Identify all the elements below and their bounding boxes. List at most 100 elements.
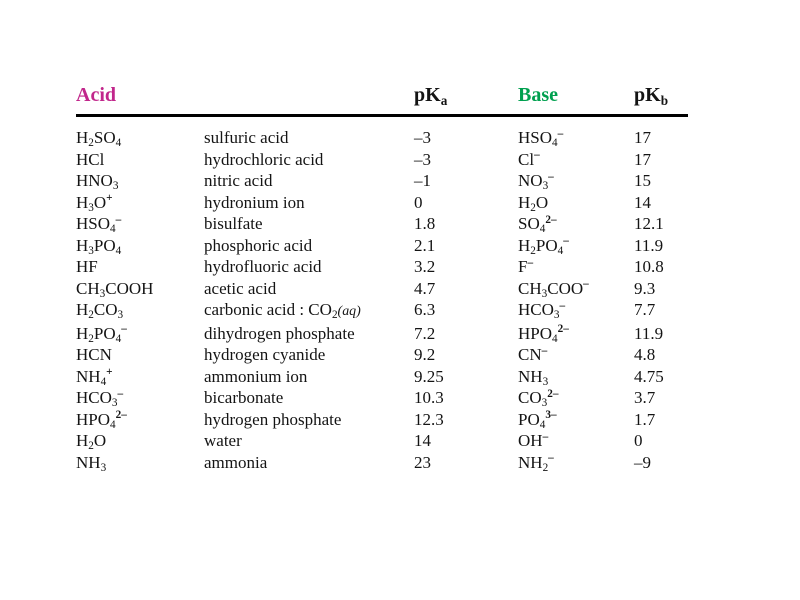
- pkb-value-cell: 1.7: [634, 409, 656, 429]
- acid-formula-cell: NH3: [76, 452, 107, 474]
- table-row: H2PO4– dihydrogen phosphate 7.2 HPO42– 11.9: [76, 323, 688, 345]
- pka-value-cell: –3: [414, 149, 431, 169]
- base-formula-cell: NH2–: [518, 452, 554, 474]
- base-formula-cell: NO3–: [518, 170, 554, 193]
- acid-name-cell: hydrogen phosphate: [204, 409, 342, 429]
- acid-formula-cell: H2SO4: [76, 128, 122, 150]
- acid-name-cell: carbonic acid : CO2(aq): [204, 300, 361, 322]
- table-row: HF hydrofluoric acid 3.2 F– 10.8: [76, 256, 688, 278]
- pkb-value-cell: 7.7: [634, 300, 656, 319]
- acid-base-table: Acid pKa Base pKb H2SO4 sulfuric acid –3 HS…: [76, 84, 688, 473]
- acid-formula-cell: H3O+: [76, 192, 113, 214]
- base-formula-cell: CO32–: [518, 387, 559, 410]
- acid-name-cell: hydrogen cyanide: [204, 345, 326, 364]
- acid-formula-cell: HPO42–: [76, 409, 127, 431]
- table-row: HNO3 nitric acid –1 NO3– 15: [76, 170, 688, 192]
- acid-name-cell: sulfuric acid: [204, 128, 289, 147]
- acid-name-cell: ammonia: [204, 452, 268, 472]
- table-header: Acid pKa Base pKb: [76, 84, 688, 117]
- base-formula-cell: Cl–: [518, 149, 540, 169]
- base-formula-cell: H2O: [518, 192, 549, 214]
- pka-value-cell: 0: [414, 192, 423, 212]
- pka-value-cell: 7.2: [414, 323, 436, 343]
- pka-value-cell: 3.2: [414, 257, 436, 276]
- pka-value-cell: 9.2: [414, 345, 436, 364]
- pkb-value-cell: 11.9: [634, 235, 664, 255]
- acid-name-cell: hydronium ion: [204, 192, 305, 212]
- acid-formula-cell: HCO3–: [76, 387, 124, 410]
- pkb-value-cell: 4.75: [634, 366, 664, 386]
- column-header-pkb: pKb: [634, 84, 688, 117]
- base-formula-cell: SO42–: [518, 213, 557, 236]
- base-formula-cell: OH–: [518, 430, 549, 450]
- acid-name-cell: dihydrogen phosphate: [204, 323, 355, 343]
- pkb-value-cell: 15: [634, 171, 651, 190]
- header-row: Acid pKa Base pKb: [76, 84, 688, 117]
- table-row: HPO42– hydrogen phosphate 12.3 PO43– 1.7: [76, 409, 688, 431]
- pka-value-cell: 9.25: [414, 366, 444, 386]
- column-header-acid: Acid: [76, 84, 204, 117]
- acid-name-cell: hydrofluoric acid: [204, 257, 322, 276]
- pka-value-cell: –3: [414, 128, 431, 147]
- pka-value-cell: 14: [414, 431, 431, 450]
- pka-value-cell: –1: [414, 171, 431, 190]
- acid-formula-cell: HCl: [76, 149, 105, 169]
- base-formula-cell: H2PO4–: [518, 235, 569, 257]
- acid-name-cell: nitric acid: [204, 171, 273, 190]
- acid-name-cell: ammonium ion: [204, 366, 308, 386]
- acid-name-cell: bicarbonate: [204, 388, 284, 407]
- acid-formula-cell: CH3COOH: [76, 278, 154, 300]
- base-formula-cell: PO43–: [518, 409, 557, 431]
- base-formula-cell: HSO4–: [518, 127, 564, 150]
- pka-value-cell: 12.3: [414, 409, 444, 429]
- base-formula-cell: HCO3–: [518, 299, 566, 322]
- table-row: H3O+ hydronium ion 0 H2O 14: [76, 192, 688, 214]
- base-formula-cell: CH3COO–: [518, 278, 589, 300]
- pkb-value-cell: 17: [634, 128, 651, 147]
- pkb-value-cell: –9: [634, 452, 651, 472]
- acid-formula-cell: NH4+: [76, 366, 113, 388]
- pkb-value-cell: 12.1: [634, 214, 664, 233]
- column-header-name: [204, 84, 414, 117]
- pkb-value-cell: 0: [634, 431, 643, 450]
- acid-formula-cell: H2PO4–: [76, 323, 127, 345]
- pka-value-cell: 6.3: [414, 300, 436, 319]
- table-row: NH4+ ammonium ion 9.25 NH3 4.75: [76, 366, 688, 388]
- acid-name-cell: water: [204, 431, 242, 450]
- table-row: CH3COOH acetic acid 4.7 CH3COO– 9.3: [76, 278, 688, 300]
- acid-formula-cell: H3PO4: [76, 235, 122, 257]
- table-row: NH3 ammonia 23 NH2– –9: [76, 452, 688, 474]
- acid-formula-cell: HF: [76, 257, 98, 276]
- base-formula-cell: HPO42–: [518, 323, 569, 345]
- table-row: HSO4– bisulfate 1.8 SO42– 12.1: [76, 213, 688, 235]
- table-row: H2SO4 sulfuric acid –3 HSO4– 17: [76, 116, 688, 149]
- base-formula-cell: F–: [518, 256, 534, 276]
- pkb-value-cell: 14: [634, 192, 651, 212]
- table-row: HCO3– bicarbonate 10.3 CO32– 3.7: [76, 387, 688, 409]
- pka-value-cell: 4.7: [414, 278, 436, 298]
- pkb-value-cell: 17: [634, 149, 651, 169]
- pka-value-cell: 1.8: [414, 214, 436, 233]
- base-formula-cell: CN–: [518, 344, 548, 364]
- pka-value-cell: 23: [414, 452, 431, 472]
- acid-formula-cell: HCN: [76, 345, 112, 364]
- pka-value-cell: 10.3: [414, 388, 444, 407]
- column-header-base: Base: [518, 84, 634, 117]
- pkb-value-cell: 11.9: [634, 323, 664, 343]
- table-row: H3PO4 phosphoric acid 2.1 H2PO4– 11.9: [76, 235, 688, 257]
- acid-formula-cell: H2O: [76, 431, 107, 453]
- table-row: H2O water 14 OH– 0: [76, 430, 688, 452]
- acid-name-cell: bisulfate: [204, 214, 263, 233]
- table-row: HCN hydrogen cyanide 9.2 CN– 4.8: [76, 344, 688, 366]
- acid-formula-cell: H2CO3: [76, 300, 124, 322]
- acid-name-cell: acetic acid: [204, 278, 277, 298]
- base-formula-cell: NH3: [518, 366, 549, 388]
- acid-formula-cell: HSO4–: [76, 213, 122, 236]
- table-row: HCl hydrochloric acid –3 Cl– 17: [76, 149, 688, 171]
- column-header-pka: pKa: [414, 84, 518, 117]
- acid-name-cell: hydrochloric acid: [204, 149, 324, 169]
- pkb-value-cell: 10.8: [634, 257, 664, 276]
- pka-value-cell: 2.1: [414, 235, 436, 255]
- table-row: H2CO3 carbonic acid : CO2(aq) 6.3 HCO3– 7.7: [76, 299, 688, 323]
